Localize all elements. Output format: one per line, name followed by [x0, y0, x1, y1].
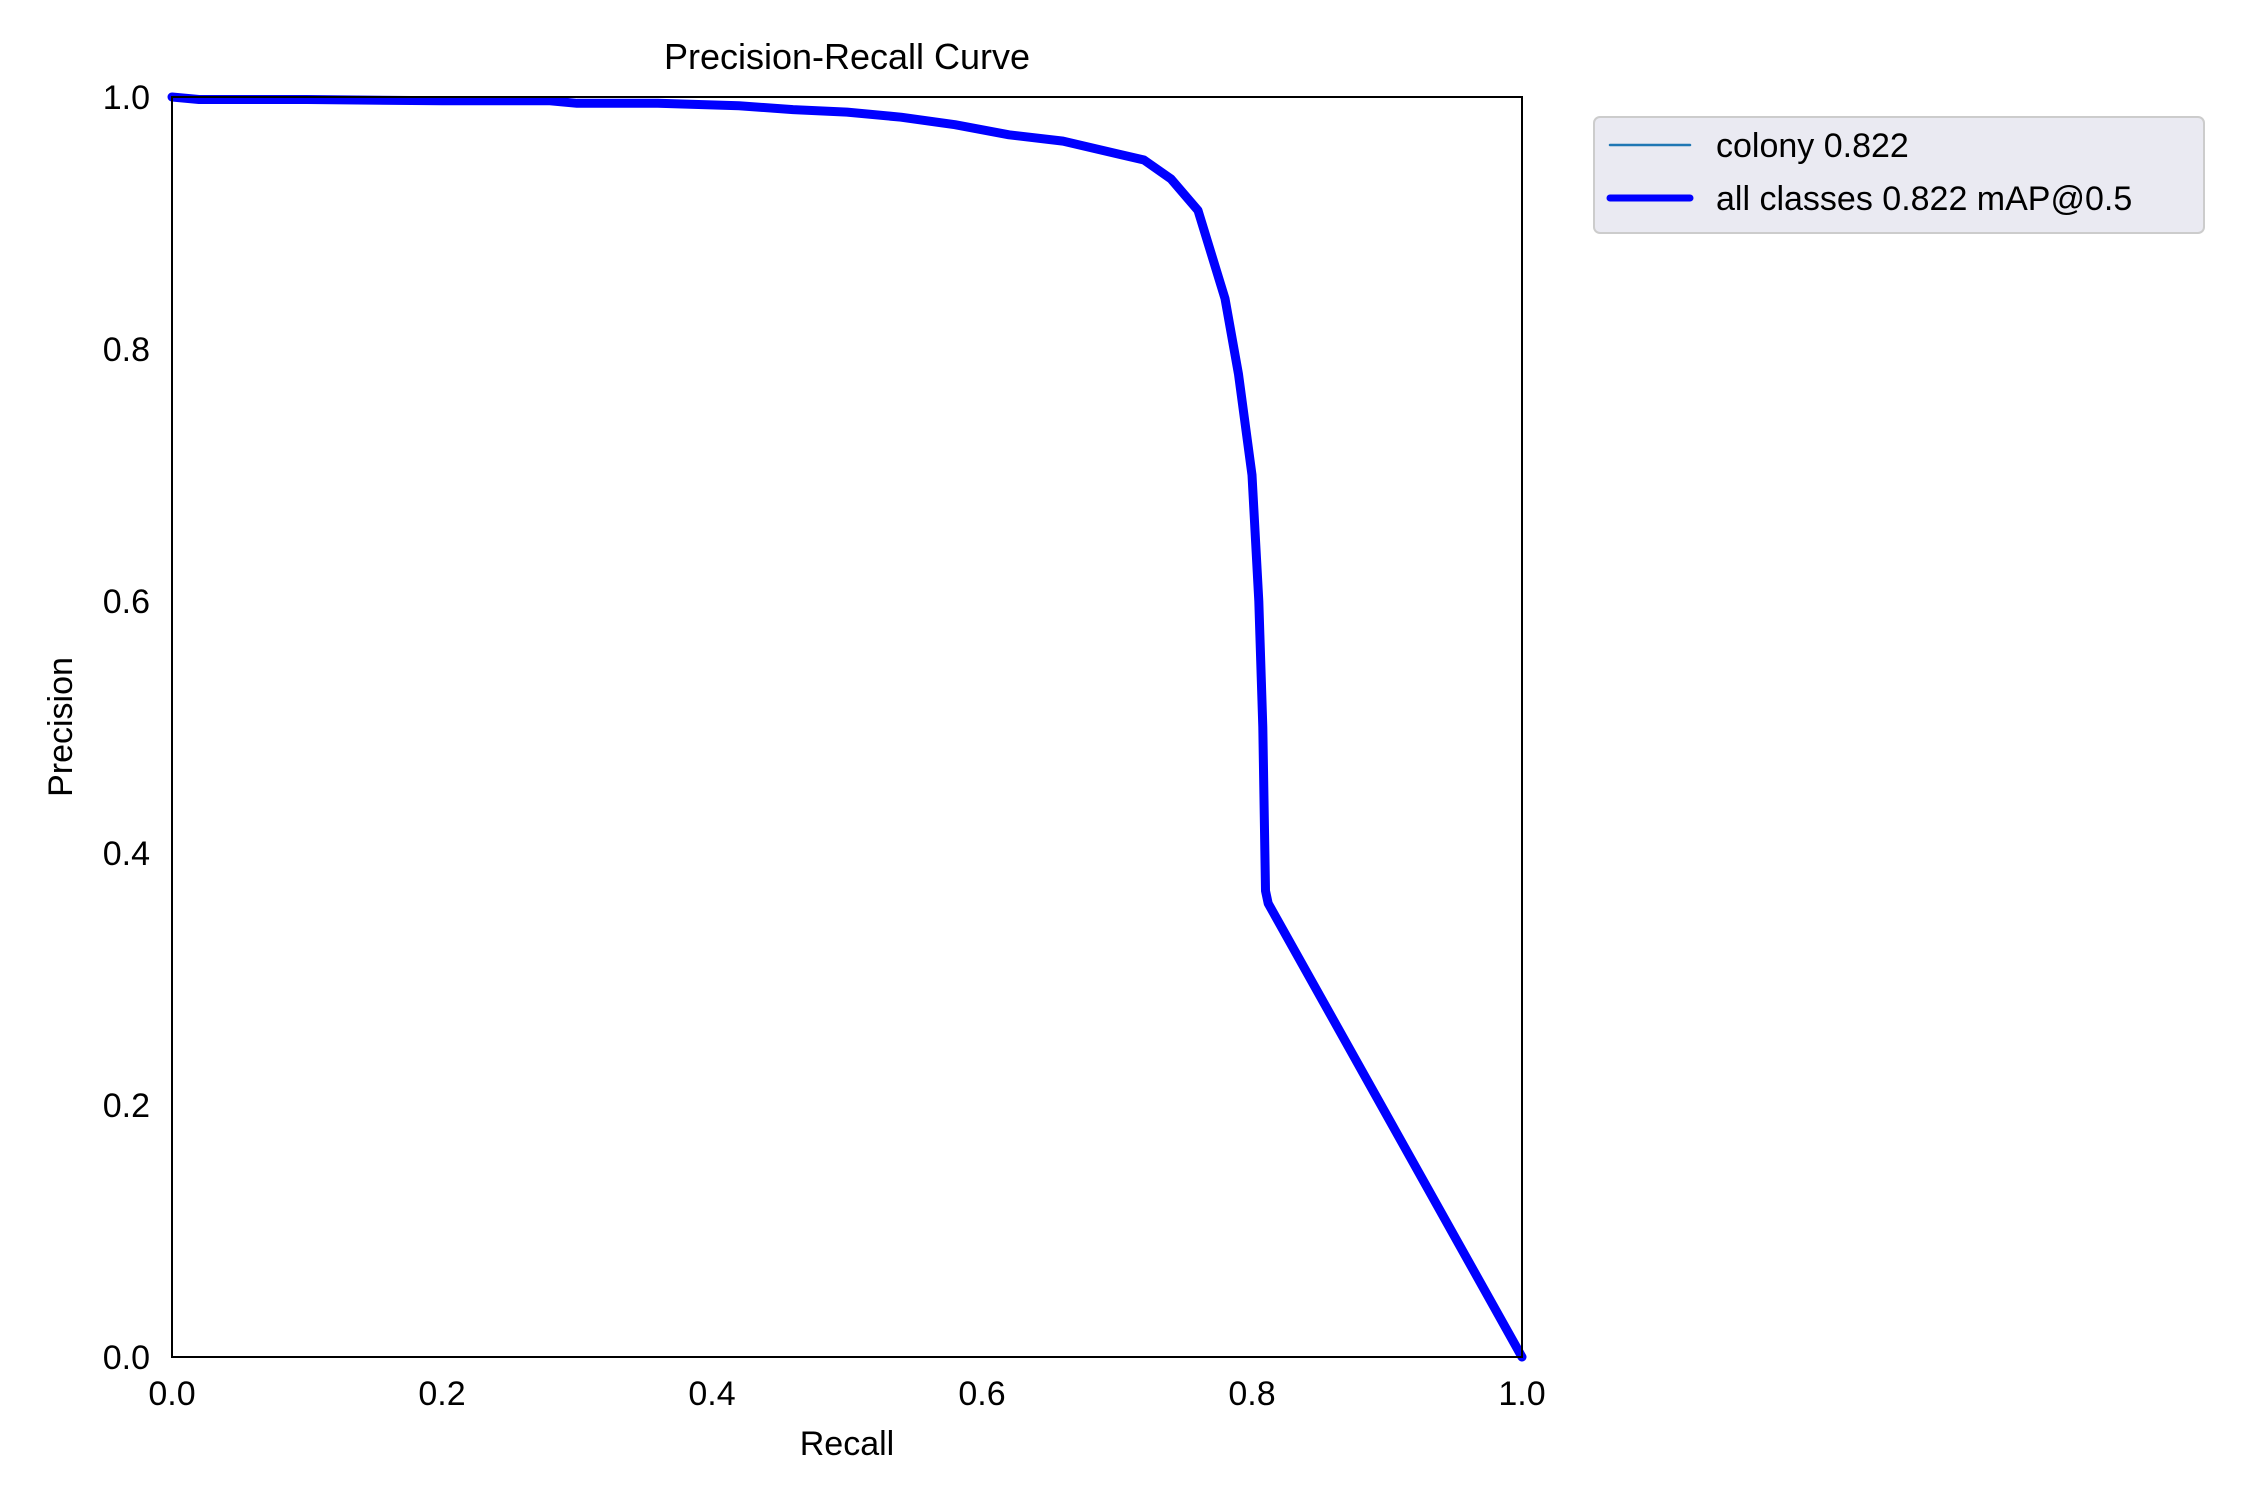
- legend: colony 0.822 all classes 0.822 mAP@0.5: [1593, 116, 2205, 234]
- y-tick-label: 0.6: [103, 583, 150, 621]
- x-tick-label: 0.6: [958, 1375, 1005, 1413]
- x-axis-label: Recall: [800, 1425, 894, 1463]
- y-tick-label: 0.0: [103, 1339, 150, 1377]
- legend-label-all-classes: all classes 0.822 mAP@0.5: [1716, 180, 2132, 218]
- x-tick-label: 0.4: [688, 1375, 735, 1413]
- y-axis-ticks: 0.0 0.2 0.4 0.6 0.8 1.0: [103, 79, 150, 1377]
- plot-frame: [171, 96, 1523, 1358]
- y-tick-label: 0.4: [103, 835, 150, 873]
- y-tick-label: 1.0: [103, 79, 150, 117]
- y-axis-label: Precision: [42, 657, 80, 797]
- x-tick-label: 0.0: [148, 1375, 195, 1413]
- x-axis-ticks: 0.0 0.2 0.4 0.6 0.8 1.0: [148, 1375, 1545, 1413]
- x-tick-label: 1.0: [1498, 1375, 1545, 1413]
- y-tick-label: 0.8: [103, 331, 150, 369]
- chart-title: Precision-Recall Curve: [664, 36, 1030, 77]
- x-tick-label: 0.8: [1228, 1375, 1275, 1413]
- series-layer: [167, 92, 1527, 1362]
- legend-box: [1593, 116, 2205, 234]
- series-line-1: [167, 92, 1527, 1362]
- x-tick-label: 0.2: [418, 1375, 465, 1413]
- y-tick-label: 0.2: [103, 1087, 150, 1125]
- legend-label-colony: colony 0.822: [1716, 127, 1909, 165]
